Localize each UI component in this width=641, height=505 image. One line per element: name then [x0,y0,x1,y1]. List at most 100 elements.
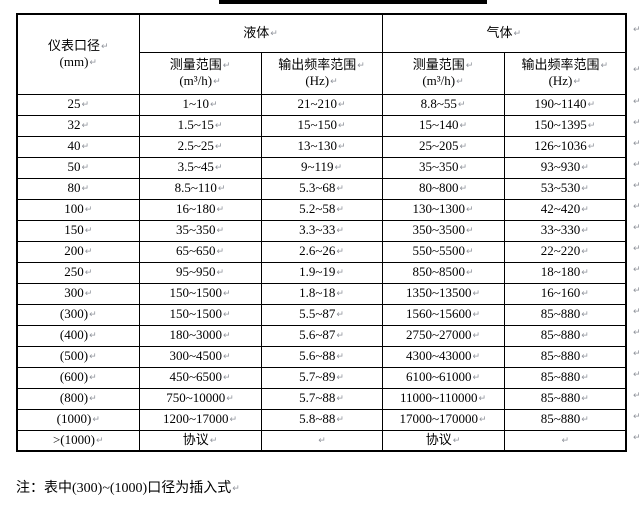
table-cell: (600)↵ [16,366,140,389]
cell-value: 65~650 [175,243,216,259]
paragraph-mark-icon: ↵ [89,394,97,405]
cell-value: 450~6500 [169,369,222,385]
cell-value: 33~330 [540,222,581,238]
paragraph-mark-icon: ↵ [232,484,240,494]
paragraph-mark-icon: ↵ [336,247,344,258]
paragraph-mark-icon: ↵ [89,373,97,384]
cell-value: 1350~13500 [405,285,472,301]
table-header: 仪表口径↵ (mm)↵ 液体↵ 气体↵ 测量范围↵ (m³/h)↵ 输出频率范围… [16,13,627,95]
cell-value: 18~180 [540,264,581,280]
paragraph-mark-icon: ↵ [466,247,474,258]
cell-value: 协议 [182,432,209,448]
paragraph-mark-icon: ↵ [472,310,481,321]
table-row: 25↵ 1~10↵ 21~210↵ 8.8~55↵ 190~1140↵ [16,93,627,116]
cell-value: 5.3~68 [299,180,336,196]
cell-value: 3.3~33 [299,222,336,238]
paragraph-mark-icon: ↵ [472,331,481,342]
spec-table-container: 仪表口径↵ (mm)↵ 液体↵ 气体↵ 测量范围↵ (m³/h)↵ 输出频率范围… [16,13,641,452]
cell-value: 750~10000 [166,390,226,406]
table-cell: 1560~15600↵ [381,303,505,326]
cell-value: 50 [67,159,81,175]
paragraph-mark-icon: ↵ [334,163,343,174]
cell-value: 850~8500 [412,264,465,280]
cell-value: 40 [67,138,81,154]
table-cell: 18~180↵ [503,261,627,284]
table-row: 150↵ 35~350↵ 3.3~33↵ 350~3500↵ 33~330↵ [16,219,627,242]
table-cell: 85~880↵ [503,387,627,410]
header-gas-measure-cell: 测量范围↵ (m³/h)↵ [381,51,505,95]
table-cell: 85~880↵ [503,408,627,431]
cell-value: 85~880 [540,369,581,385]
table-row: (500)↵ 300~4500↵ 5.6~88↵ 4300~43000↵ 85~880↵ [16,345,627,368]
paragraph-mark-icon: ↵ [581,184,589,195]
cell-value: 4300~43000 [405,348,472,364]
table-cell: 15~140↵ [381,114,505,137]
paragraph-mark-icon: ↵ [214,142,223,153]
flowmeter-spec-table: 仪表口径↵ (mm)↵ 液体↵ 气体↵ 测量范围↵ (m³/h)↵ 输出频率范围… [16,13,627,452]
paragraph-mark-icon: ↵ [472,352,481,363]
table-cell: (300)↵ [16,303,140,326]
table-cell: 130~1300↵ [381,198,505,221]
table-cell: 5.7~89↵ [260,366,383,389]
table-row: 80↵ 8.5~110↵ 5.3~68↵ 80~800↵ 53~530↵ [16,177,627,200]
table-cell: 15~150↵ [260,114,383,137]
paragraph-mark-icon: ↵ [479,415,487,426]
table-cell: 2.5~25↵ [138,135,262,158]
table-cell: 150~1395↵ [503,114,627,137]
cell-value: 协议 [425,432,452,448]
table-cell: 协议↵ [381,429,505,452]
cell-value: 13~130 [297,138,337,154]
cell-value: 35~350 [175,222,216,238]
table-cell: 550~5500↵ [381,240,505,263]
paragraph-mark-icon: ↵ [472,289,481,300]
cell-value: 21~210 [297,96,337,112]
paragraph-mark-icon: ↵ [84,289,93,300]
paragraph-mark-icon: ↵ [216,268,225,279]
paragraph-mark-icon: ↵ [95,436,104,447]
cell-value: 32 [67,117,81,133]
table-cell: 5.3~68↵ [260,177,383,200]
table-row: 40↵ 2.5~25↵ 13~130↵ 25~205↵ 126~1036↵ [16,135,627,158]
table-row: (400)↵ 180~3000↵ 5.6~87↵ 2750~27000↵ 85~880↵ [16,324,627,347]
cell-value: 25~205 [418,138,459,154]
paragraph-mark-icon: ↵ [84,247,93,258]
paragraph-mark-icon: ↵ [581,205,589,216]
table-row: (800)↵ 750~10000↵ 5.7~88↵ 11000~110000↵ 85~8… [16,387,627,410]
table-cell: 4300~43000↵ [381,345,505,368]
paragraph-mark-icon: ↵ [459,184,468,195]
row-end-mark-icon: ↵ [633,65,641,75]
cell-value: >(1000) [52,432,95,448]
cell-value: 2.6~26 [299,243,336,259]
paragraph-mark-icon: ↵ [336,268,344,279]
table-cell: 200↵ [16,240,140,263]
cell-value: 5.8~88 [299,411,336,427]
paragraph-mark-icon: ↵ [223,331,231,342]
cell-value: 180~3000 [169,327,222,343]
table-cell: 16~160↵ [503,282,627,305]
cell-value: 150~1500 [169,306,222,322]
header-gas-freq-unit: (Hz) [548,73,573,88]
table-cell: 1200~17000↵ [138,408,262,431]
cell-value: 190~1140 [534,96,587,112]
table-cell: 100↵ [16,198,140,221]
table-row: (300)↵ 150~1500↵ 5.5~87↵ 1560~15600↵ 85~880↵ [16,303,627,326]
table-cell: 450~6500↵ [138,366,262,389]
table-cell: 1.5~15↵ [138,114,262,137]
table-cell: (500)↵ [16,345,140,368]
cell-value: 5.6~87 [299,327,336,343]
cell-value: 5.5~87 [299,306,336,322]
paragraph-mark-icon: ↵ [216,205,225,216]
cell-value: 6100~61000 [405,369,472,385]
row-end-mark-icon: ↵ [633,25,641,35]
table-cell: 13~130↵ [260,135,383,158]
table-cell: 190~1140↵ [503,93,627,116]
header-liquid-measure-label: 测量范围 [169,56,222,72]
cell-value: 35~350 [418,159,459,175]
table-cell: 126~1036↵ [503,135,627,158]
footnote: 注：表中(300)~(1000)口径为插入式↵ [16,477,240,497]
cell-value: 200 [64,243,84,259]
header-diameter-cell: 仪表口径↵ (mm)↵ [16,13,140,95]
header-liquid-measure-cell: 测量范围↵ (m³/h)↵ [138,51,262,95]
table-cell: 11000~110000↵ [381,387,505,410]
cell-value: 85~880 [540,411,581,427]
